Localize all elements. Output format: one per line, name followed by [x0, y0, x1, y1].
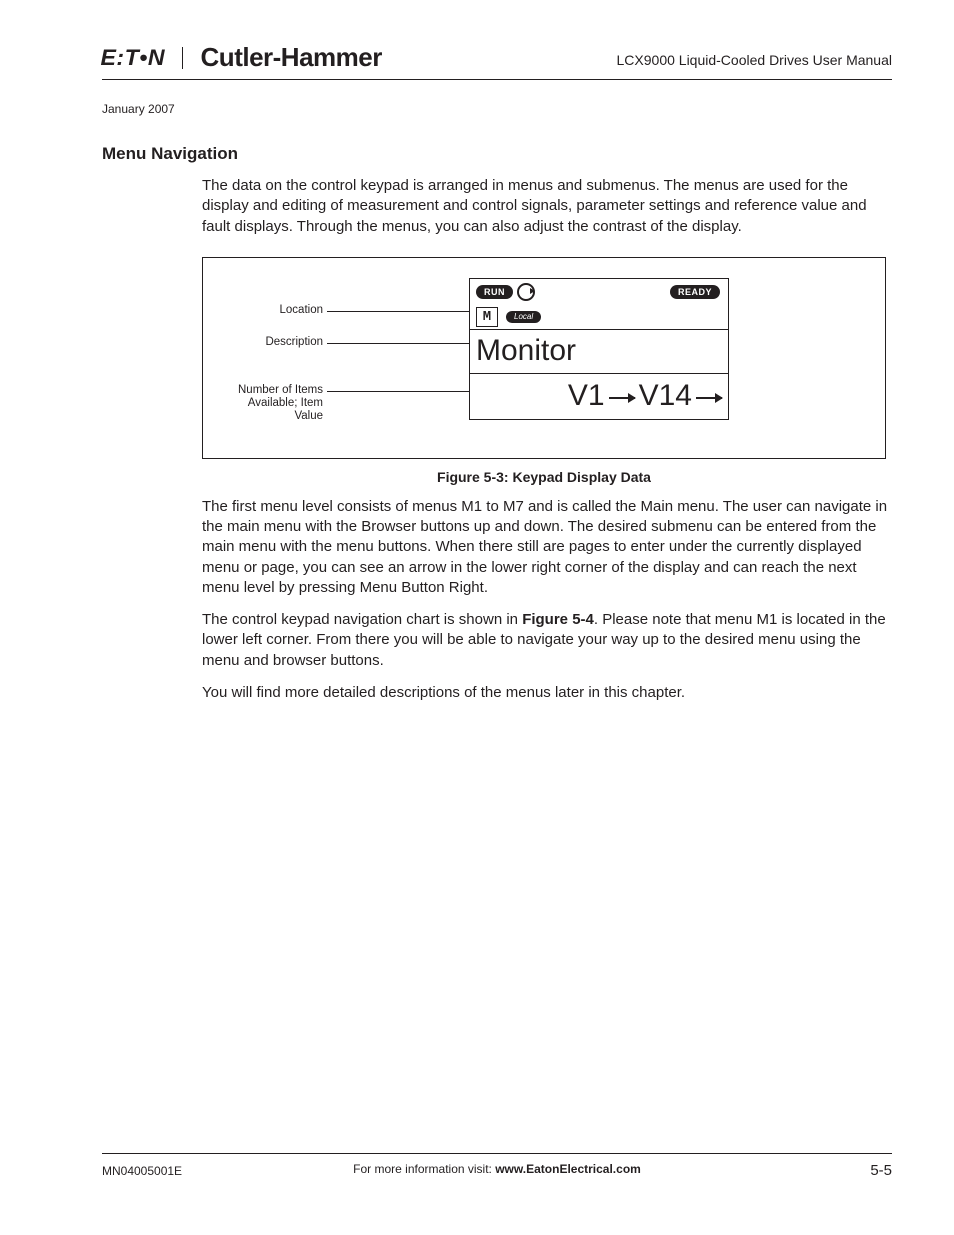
label-description: Description — [243, 336, 323, 349]
paragraph-nav-chart: The control keypad navigation chart is s… — [202, 610, 892, 671]
rotation-icon — [517, 283, 535, 301]
local-indicator: Local — [506, 311, 541, 323]
figure-frame: Location Description Number of Items Ava… — [202, 257, 886, 459]
document-id: MN04005001E — [102, 1164, 182, 1178]
lcd-location-row: M Local — [470, 305, 728, 329]
brand-name: Cutler-Hammer — [201, 42, 382, 73]
menu-letter-box: M — [476, 307, 498, 327]
lcd-status-row: RUN READY — [470, 279, 728, 305]
label-items: Number of Items Available; Item Value — [217, 384, 323, 424]
lcd-value-row: V1 V14 — [470, 373, 728, 419]
run-indicator: RUN — [476, 285, 513, 299]
brand-divider — [182, 47, 183, 69]
paragraph-main-menu: The first menu level consists of menus M… — [202, 497, 892, 598]
eaton-logo: E:T•N — [100, 45, 165, 71]
leader-line-location — [327, 311, 469, 312]
range-from: V1 — [568, 379, 605, 413]
footer-url: www.EatonElectrical.com — [495, 1162, 641, 1176]
section-heading: Menu Navigation — [102, 144, 892, 164]
text-run: The control keypad navigation chart is s… — [202, 611, 522, 628]
lcd-description-row: Monitor — [470, 329, 728, 373]
leader-line-description — [327, 343, 469, 344]
manual-title: LCX9000 Liquid-Cooled Drives User Manual — [617, 52, 892, 68]
page-number: 5-5 — [870, 1162, 892, 1179]
leader-line-items — [327, 391, 469, 392]
ready-indicator: READY — [670, 285, 720, 299]
paragraph-more-info: You will find more detailed descriptions… — [202, 683, 892, 703]
paragraph-intro: The data on the control keypad is arrang… — [202, 176, 892, 237]
document-date: January 2007 — [102, 102, 892, 116]
lcd-display: RUN READY M Local Monitor V1 V14 — [469, 278, 729, 420]
footer-visit-pre: For more information visit: — [353, 1162, 495, 1176]
brand-block: E:T•N Cutler-Hammer — [102, 42, 382, 73]
arrow-icon — [696, 397, 722, 399]
page-header: E:T•N Cutler-Hammer LCX9000 Liquid-Coole… — [102, 42, 892, 80]
figure-caption: Figure 5-3: Keypad Display Data — [202, 469, 886, 485]
figure-ref: Figure 5-4 — [522, 611, 594, 628]
footer-visit: For more information visit: www.EatonEle… — [353, 1162, 641, 1176]
arrow-icon — [609, 397, 635, 399]
label-location: Location — [243, 304, 323, 317]
range-to: V14 — [639, 379, 692, 413]
page-footer: MN04005001E For more information visit: … — [102, 1153, 892, 1179]
